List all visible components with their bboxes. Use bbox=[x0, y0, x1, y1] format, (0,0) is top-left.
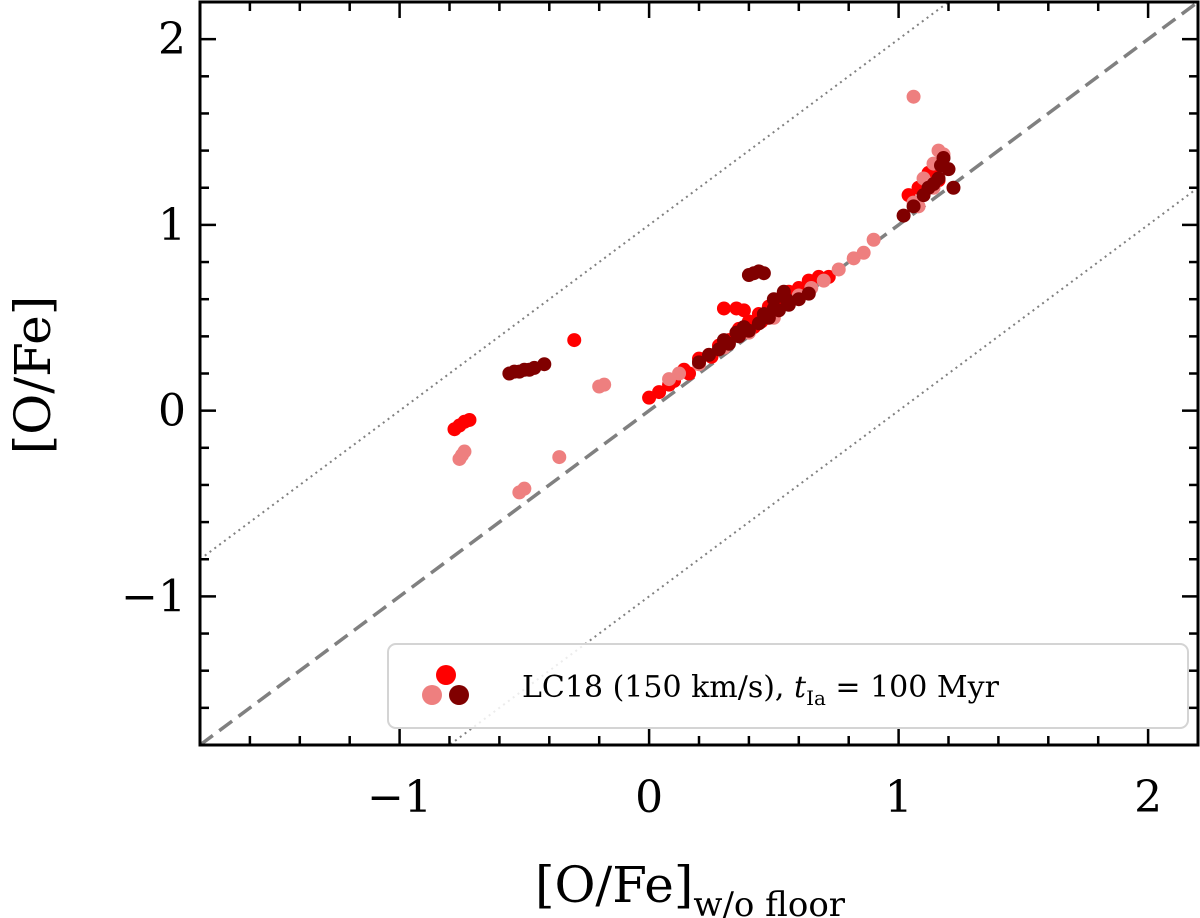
legend-label: LC18 (150 km/s), tIa = 100 Myr bbox=[522, 670, 1000, 710]
point-dark-red-40 bbox=[946, 180, 961, 195]
point-dark-red-31 bbox=[896, 208, 911, 223]
x-tick-label: −1 bbox=[367, 772, 432, 823]
point-dark-red-18 bbox=[801, 286, 816, 301]
axis-ticks bbox=[198, 0, 1200, 747]
point-light-red-7 bbox=[592, 379, 607, 394]
y-tick-label: −1 bbox=[121, 571, 186, 622]
point-dark-red-28 bbox=[729, 325, 744, 340]
point-red-26 bbox=[736, 303, 751, 318]
reference-lines bbox=[200, 2, 1198, 745]
y-tick-label: 2 bbox=[158, 14, 186, 65]
point-red-27 bbox=[716, 301, 731, 316]
point-light-red-18 bbox=[866, 232, 881, 247]
point-dark-red-30 bbox=[779, 292, 794, 307]
point-dark-red-27 bbox=[716, 333, 731, 348]
reference-line-plus-one bbox=[200, 2, 951, 561]
point-dark-red-36 bbox=[931, 171, 946, 186]
y-tick-label: 0 bbox=[158, 386, 186, 437]
point-dark-red-22 bbox=[741, 268, 756, 283]
point-light-red-14 bbox=[816, 273, 831, 288]
point-light-red-15 bbox=[831, 262, 846, 277]
y-axis-title: [O/Fe] bbox=[4, 296, 62, 454]
reference-line-one-to-one bbox=[200, 2, 1198, 745]
data-points bbox=[447, 89, 961, 500]
x-axis-title-sub: w/o floor bbox=[693, 885, 845, 918]
point-red-3 bbox=[462, 412, 477, 427]
legend-label-var-sub: Ia bbox=[806, 686, 826, 710]
point-light-red-4 bbox=[512, 485, 527, 500]
y-tick-label: 1 bbox=[158, 200, 186, 251]
point-red-6 bbox=[652, 385, 667, 400]
x-axis-title: [O/Fe]w/o floor bbox=[535, 856, 846, 918]
point-red-4 bbox=[567, 333, 582, 348]
point-dark-red-21 bbox=[756, 266, 771, 281]
point-dark-red-39 bbox=[941, 162, 956, 177]
x-tick-label: 1 bbox=[885, 772, 913, 823]
legend: LC18 (150 km/s), tIa = 100 Myr bbox=[387, 643, 1189, 729]
x-tick-label: 2 bbox=[1134, 772, 1162, 823]
legend-marker-light-red bbox=[422, 685, 442, 705]
legend-label-suffix: = 100 Myr bbox=[826, 670, 1000, 705]
point-light-red-5 bbox=[552, 450, 567, 465]
point-dark-red-32 bbox=[906, 199, 921, 214]
legend-marker-dark-red bbox=[449, 685, 469, 705]
legend-box bbox=[387, 643, 1189, 729]
point-light-red-19 bbox=[906, 89, 921, 104]
point-light-red-17 bbox=[856, 245, 871, 260]
point-dark-red-38 bbox=[936, 151, 951, 166]
point-dark-red-7 bbox=[692, 355, 706, 370]
x-axis-title-main: [O/Fe] bbox=[535, 856, 693, 914]
legend-label-prefix: LC18 (150 km/s), bbox=[522, 670, 794, 705]
tick-labels: −1 0 1 2 −1 0 1 2 bbox=[121, 14, 1162, 823]
point-light-red-28 bbox=[662, 372, 677, 387]
point-dark-red-29 bbox=[766, 301, 781, 316]
legend-label-var: t bbox=[794, 670, 807, 705]
x-tick-label: 0 bbox=[635, 772, 663, 823]
point-light-red-2 bbox=[457, 444, 472, 459]
legend-marker-red bbox=[436, 665, 456, 685]
point-red-10 bbox=[682, 366, 697, 381]
point-dark-red-6 bbox=[537, 357, 552, 372]
reference-line-minus-one bbox=[447, 186, 1198, 745]
